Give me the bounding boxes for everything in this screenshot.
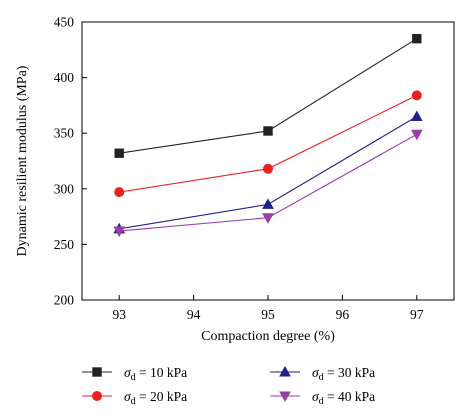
legend-value: = 20 kPa <box>136 389 188 404</box>
legend-value: = 10 kPa <box>136 365 188 380</box>
legend-label: σd = 40 kPa <box>312 389 375 407</box>
data-point-marker <box>411 90 422 101</box>
x-axis-title: Compaction degree (%) <box>201 329 335 344</box>
x-tick-label: 95 <box>261 307 275 322</box>
series-2 <box>114 90 422 198</box>
x-tick-label: 94 <box>187 307 201 322</box>
data-point-marker <box>263 126 273 136</box>
data-point-marker <box>114 187 125 198</box>
y-tick-label: 200 <box>54 293 75 308</box>
legend-symbol: σ <box>312 389 320 404</box>
legend-symbol: σ <box>124 365 132 380</box>
data-point-marker <box>410 110 423 122</box>
series-1 <box>114 33 422 158</box>
y-tick-label: 400 <box>54 70 75 85</box>
plot-area-frame <box>81 21 455 301</box>
legend-symbol: σ <box>312 365 320 380</box>
axis-ticks: 200 250 300 350 400 450 93 94 95 96 97 <box>54 15 424 323</box>
legend-item: σd = 30 kPa <box>270 365 375 383</box>
y-tick-label: 300 <box>54 181 75 196</box>
legend-marker <box>279 391 291 403</box>
legend-value: = 40 kPa <box>324 389 376 404</box>
legend-subscript: d <box>131 396 136 407</box>
data-point-marker <box>262 213 274 224</box>
series-line <box>119 94 418 193</box>
data-point-marker <box>114 148 124 158</box>
legend-item: σd = 10 kPa <box>82 365 187 383</box>
legend-symbol: σ <box>124 389 132 404</box>
data-point-marker <box>412 33 422 44</box>
legend-item: σd = 20 kPa <box>82 389 187 407</box>
x-tick-label: 96 <box>336 307 350 322</box>
y-tick-label: 450 <box>54 15 75 30</box>
legend-label: σd = 10 kPa <box>124 365 187 383</box>
data-point-marker <box>263 163 273 174</box>
x-tick-label: 97 <box>410 307 424 322</box>
data-point-marker <box>262 198 274 209</box>
y-tick-label: 250 <box>54 237 75 252</box>
series-4 <box>113 129 423 238</box>
y-tick-label: 350 <box>54 126 75 141</box>
data-point-marker <box>113 226 126 238</box>
y-axis-title: Dynamic resilient modulus (MPa) <box>15 65 30 256</box>
legend-marker <box>92 367 102 377</box>
series-line <box>119 38 418 154</box>
legend-subscript: d <box>319 372 324 383</box>
series-group <box>113 33 423 238</box>
legend-item: σd = 40 kPa <box>270 389 375 407</box>
legend-marker <box>279 365 291 377</box>
legend-subscript: d <box>319 396 324 407</box>
data-point-marker <box>410 129 423 141</box>
legend-value: = 30 kPa <box>324 365 376 380</box>
x-tick-label: 93 <box>112 307 126 322</box>
legend-subscript: d <box>131 372 136 383</box>
legend-label: σd = 20 kPa <box>124 389 187 407</box>
legend-marker <box>92 391 102 401</box>
legend-label: σd = 30 kPa <box>312 365 375 383</box>
